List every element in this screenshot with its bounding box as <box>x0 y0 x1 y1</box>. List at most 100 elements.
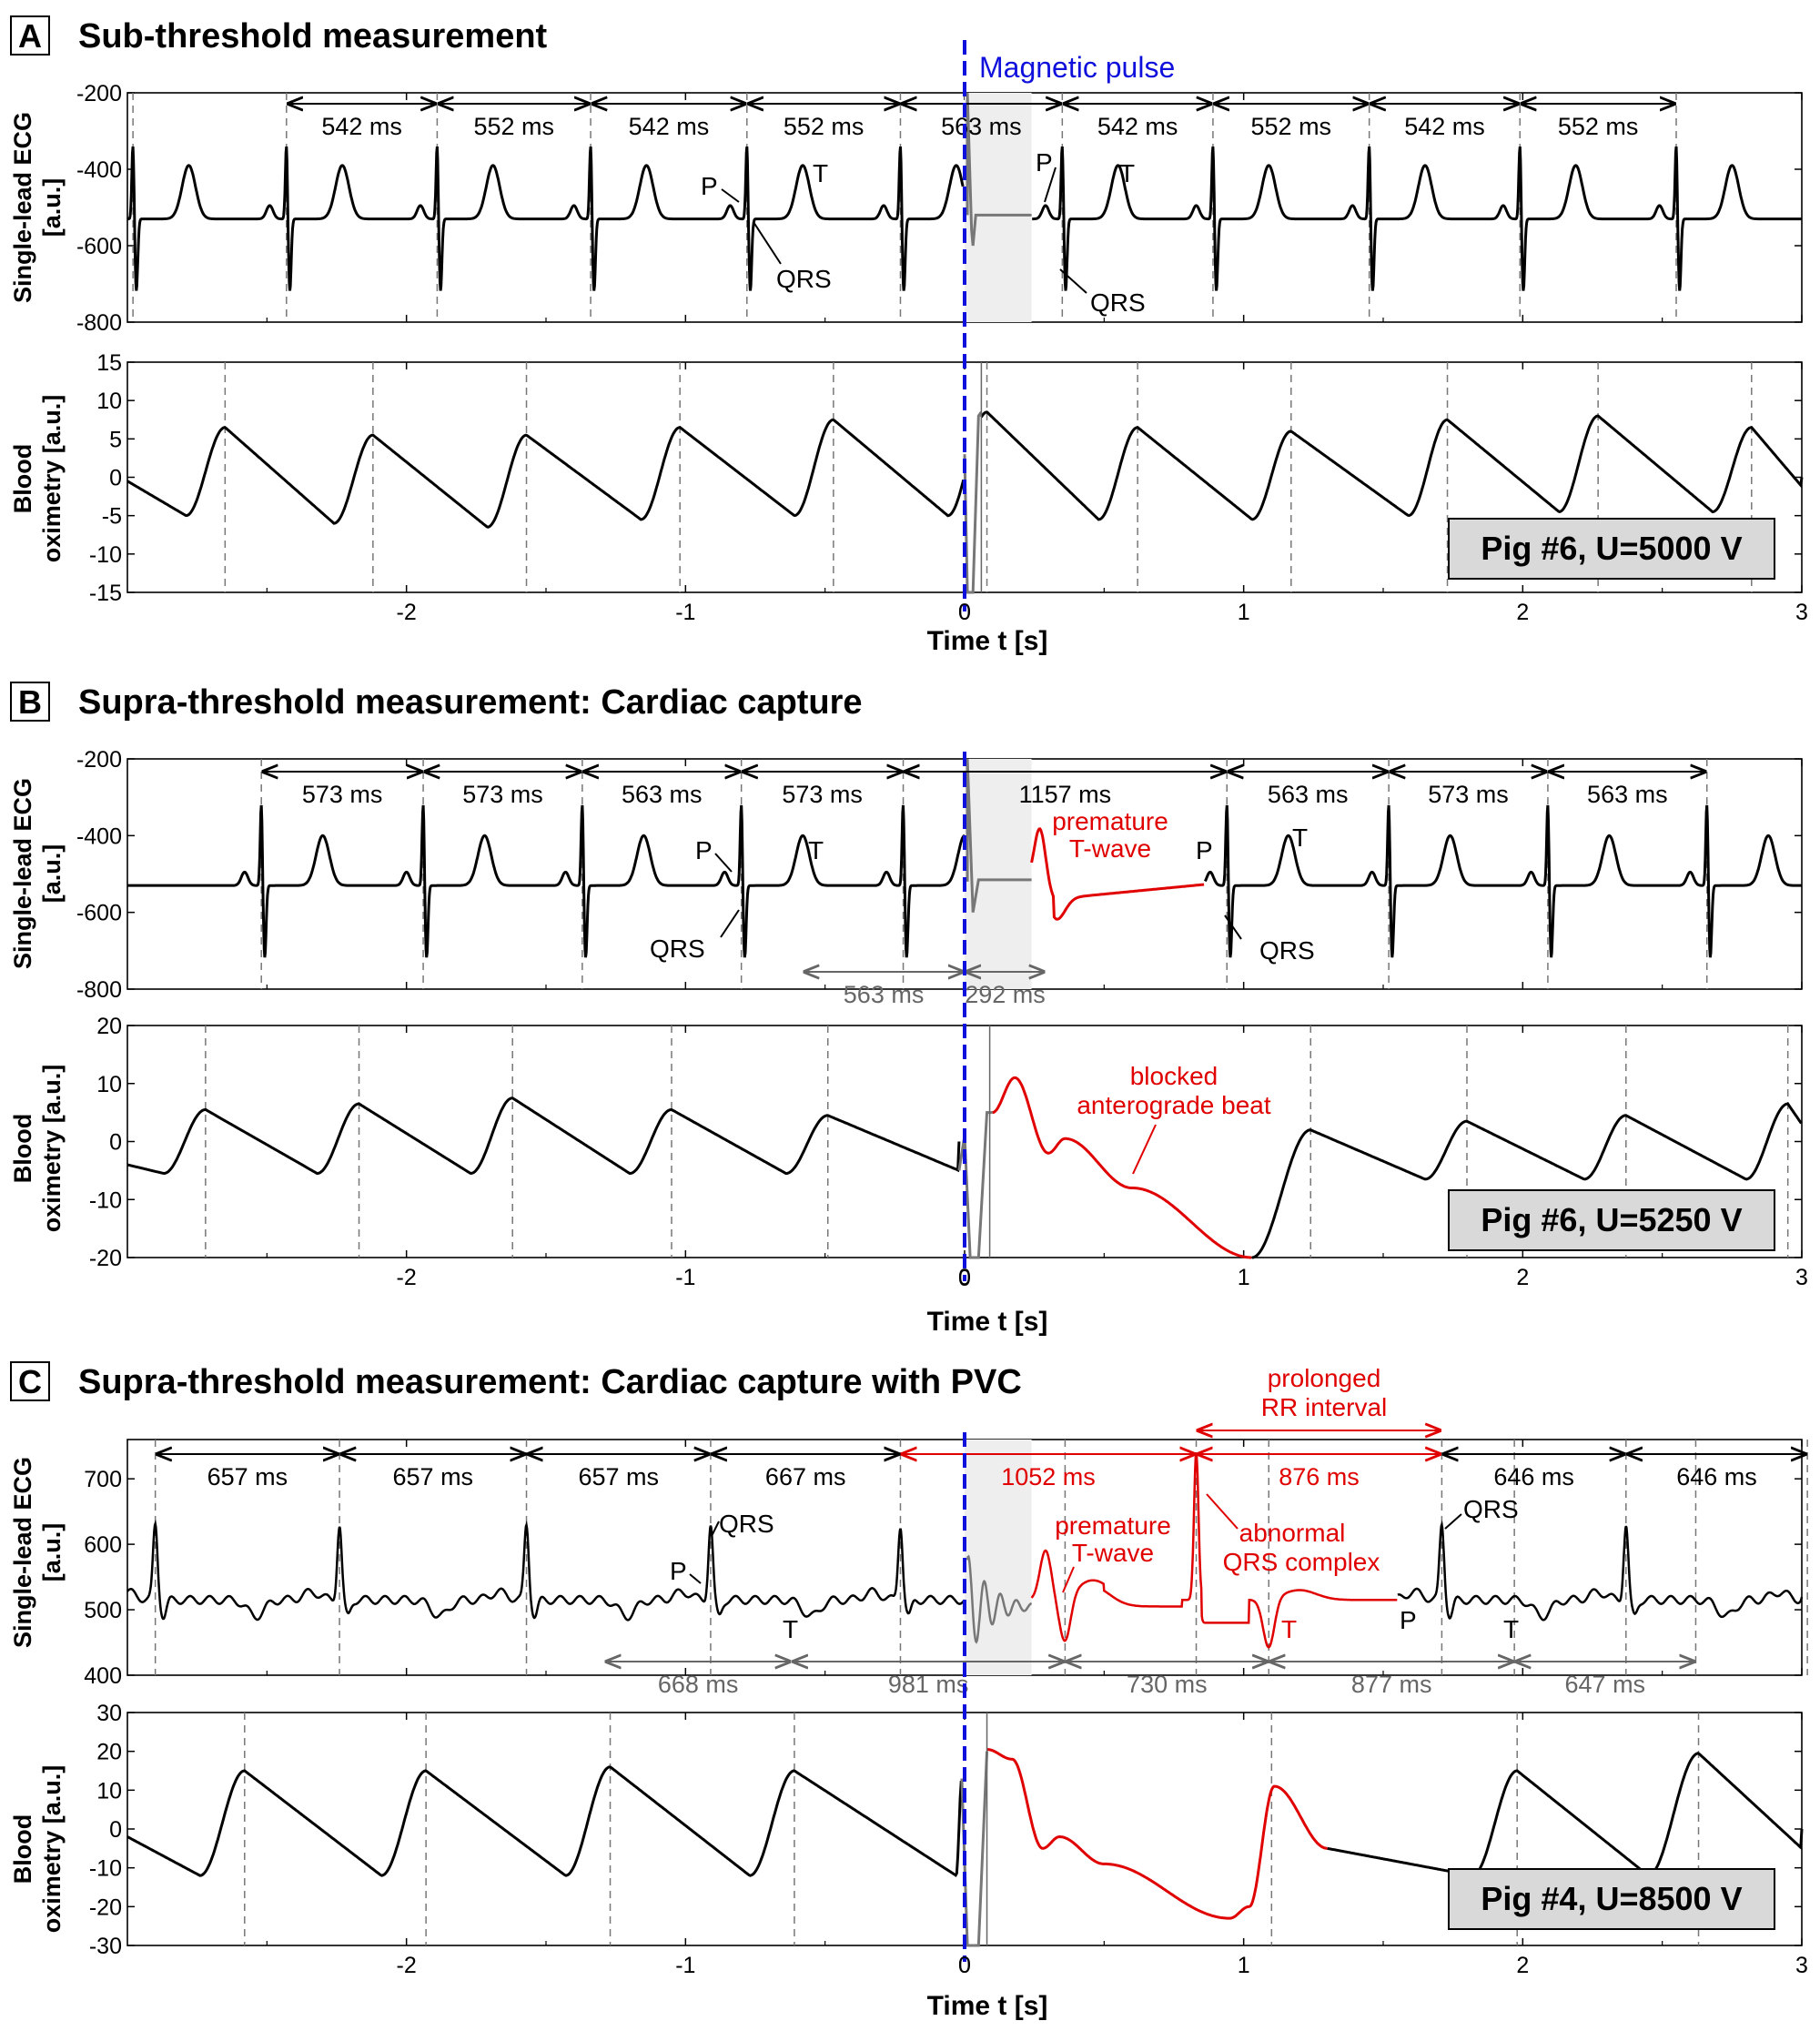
panel-a-t-label: T <box>813 159 828 187</box>
b-ox-xtick-label: 2 <box>1516 1265 1529 1290</box>
b-blanking-region <box>965 759 1032 989</box>
a-ecg-artifact <box>966 92 1032 247</box>
a-ox-artifact <box>963 410 983 594</box>
b-ecg-trace <box>127 804 966 958</box>
c-ecg-trace <box>126 1519 966 1622</box>
panel-a-xlabel: Time t [s] <box>927 626 1048 656</box>
b-ecg-interval-label: 573 ms <box>1428 781 1509 808</box>
c-ecg-interval-label: 647 ms <box>1565 1671 1646 1698</box>
panel-b-ecg-ylabel-1: Single-lead ECG <box>9 778 36 969</box>
panel-a-p-label: P <box>701 172 718 200</box>
a-ecg-interval-label: 552 ms <box>473 113 554 140</box>
panel-b-pig-box <box>1448 1189 1775 1251</box>
panel-c-prolonged-label-2: RR interval <box>1261 1393 1387 1421</box>
a-ox-ytick-label: 5 <box>109 427 122 452</box>
panel-b-letter: B <box>18 683 42 721</box>
panel-c-p-label: P <box>670 1557 687 1585</box>
b-ox-xtick-label: -2 <box>397 1265 417 1290</box>
panel-c-red-leaders <box>1062 1493 1239 1593</box>
b-ecg-interval-label: 1157 ms <box>1019 781 1112 808</box>
c-ecg-pvc-trace <box>1030 1452 1398 1649</box>
c-ox-xtick-label: 1 <box>1238 1953 1250 1978</box>
panel-b-premature-label-2: T-wave <box>1069 834 1151 863</box>
c-ecg-ytick-label: 600 <box>84 1532 122 1558</box>
panel-b-ox-ylabel-1: Blood <box>9 1114 36 1183</box>
a-ox-xtick-label: -1 <box>675 600 695 625</box>
a-ox-ytick-label: -10 <box>89 542 122 568</box>
panel-c-premature-label-1: premature <box>1055 1511 1171 1540</box>
a-ecg-interval-label: 552 ms <box>1251 113 1332 140</box>
panel-c-letter: C <box>18 1363 42 1400</box>
panel-c-abnormal-label-1: abnormal <box>1239 1519 1346 1547</box>
b-ox-trace <box>126 1096 961 1176</box>
c-ox-xtick-label: -2 <box>397 1953 417 1978</box>
c-ox-trace <box>126 1765 963 1877</box>
panel-a-letter-box <box>10 15 50 56</box>
panel-a-pig-label: Pig #6, U=5000 V <box>1481 530 1742 567</box>
a-ox-xtick-label: 0 <box>958 600 971 625</box>
panel-b-premature-label-1: premature <box>1052 807 1168 835</box>
b-ox-xtick-label: -1 <box>675 1265 695 1290</box>
c-ecg-ytick-label: 500 <box>84 1598 122 1623</box>
c-ox-xtick-label: -1 <box>675 1953 695 1978</box>
c-ecg-interval-label: 646 ms <box>1493 1463 1574 1490</box>
panel-c-abnormal-label-2: QRS complex <box>1223 1548 1380 1576</box>
b-ox-trace-post <box>1251 1102 1803 1259</box>
c-ecg-interval-label: 1052 ms <box>1001 1463 1096 1490</box>
panel-a-ecg-ylabel-1: Single-lead ECG <box>9 112 36 303</box>
panel-b-xlabel: Time t [s] <box>927 1307 1048 1337</box>
c-ecg-interval-label: 730 ms <box>1127 1671 1208 1698</box>
c-ox-ytick-label: 10 <box>96 1778 122 1804</box>
b-ecg-interval-label: 563 ms <box>622 781 703 808</box>
panel-c-t-label: T <box>783 1615 798 1643</box>
panel-b-letter-box <box>10 682 50 722</box>
a-ecg-ytick-label: -400 <box>76 157 122 183</box>
panel-c-letter-box <box>10 1361 50 1401</box>
panel-c-pig-box <box>1448 1868 1775 1930</box>
b-ecg-artifact <box>966 758 1032 913</box>
panel-b-qrs-label: QRS <box>650 935 705 963</box>
a-ox-xtick-label: 2 <box>1516 600 1529 625</box>
panel-b-ecg-axes: -200 -400 -600 -800 573 ms 573 ms 563 ms 573 ms… <box>76 747 1803 1008</box>
a-ox-xtick-label: -2 <box>397 600 417 625</box>
panel-a-qrs-label-2: QRS <box>1090 288 1146 317</box>
panel-c-xlabel: Time t [s] <box>927 1991 1048 2021</box>
panel-b-p-label-2: P <box>1196 836 1213 864</box>
b-ox-blocked-trace <box>992 1076 1252 1259</box>
panel-b-p-label: P <box>695 836 713 864</box>
a-zero-tick-label: 0 <box>958 600 971 625</box>
b-ox-ytick-label: 20 <box>96 1014 122 1039</box>
panel-c-qrs-label-2: QRS <box>1463 1495 1519 1523</box>
panel-c-ox-ylabel-2: oximetry [a.u.] <box>38 1765 66 1934</box>
b-ecg-interval-label: 573 ms <box>462 781 543 808</box>
panel-a-letter: A <box>18 17 42 55</box>
b-ecg-interval-label: 563 ms <box>844 981 925 1008</box>
b-ecg-interval-label: 573 ms <box>302 781 383 808</box>
panel-a: A Sub-threshold measurement -200-400-600… <box>9 15 1808 656</box>
c-ecg-ytick-label: 700 <box>84 1467 122 1492</box>
a-ox-ytick-label: -15 <box>89 581 122 606</box>
c-ox-pvc-trace <box>986 1748 1328 1920</box>
c-ecg-interval-label: 876 ms <box>1279 1463 1360 1490</box>
a-ox-trace <box>126 418 966 529</box>
a-ox-ytick-label: 15 <box>96 350 122 376</box>
a-ox-xtick-label: 3 <box>1795 600 1808 625</box>
a-ecg-ytick-label: -800 <box>76 310 122 336</box>
c-ox-ytick-label: -30 <box>89 1934 122 1959</box>
c-ecg-interval-label: 981 ms <box>888 1671 969 1698</box>
c-ecg-interval-label: 657 ms <box>393 1463 474 1490</box>
panel-b-label-leaders <box>714 853 1242 940</box>
a-ecg-ytick-label: -200 <box>76 81 122 106</box>
panel-b-ecg-ylabel-2: [a.u.] <box>38 844 66 904</box>
b-ecg-ytick-label: -200 <box>76 747 122 773</box>
a-ecg-trace-post <box>1032 146 1802 291</box>
a-ecg-trace <box>126 146 965 291</box>
panel-c-ecg-axes: 700 600 500 400 657 ms 657 ms 657 ms 667 ms 646 … <box>84 1430 1808 1698</box>
c-ecg-interval-label: 668 ms <box>658 1671 739 1698</box>
b-ecg-interval-label: 573 ms <box>782 781 863 808</box>
a-ecg-ytick-label: -600 <box>76 234 122 259</box>
panel-c-t-red-label: T <box>1281 1615 1297 1643</box>
panel-a-t-label-2: T <box>1119 159 1135 187</box>
panel-a-qrs-label: QRS <box>776 265 832 293</box>
